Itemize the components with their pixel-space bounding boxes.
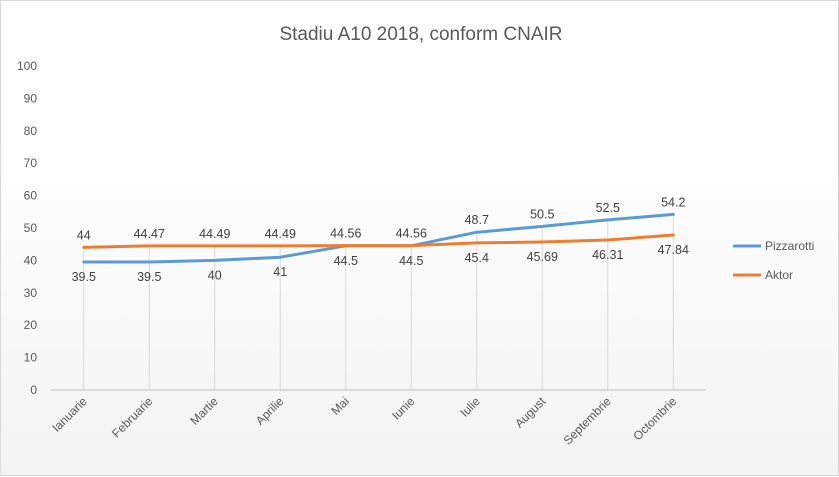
data-label-pizzarotti: 40	[208, 268, 222, 282]
legend: Pizzarotti Aktor	[733, 239, 814, 282]
data-label-aktor: 44.56	[330, 227, 361, 241]
data-label-aktor: 44.49	[199, 227, 230, 241]
y-tick-label: 70	[24, 156, 38, 170]
chart-title: Stadiu A10 2018, conform CNAIR	[279, 24, 562, 45]
y-tick-label: 30	[24, 286, 38, 300]
x-category-label: August	[512, 394, 549, 431]
data-label-pizzarotti: 44.5	[399, 254, 423, 268]
y-tick-label: 100	[17, 59, 37, 73]
data-label-aktor: 44.47	[134, 227, 165, 241]
y-tick-label: 90	[24, 91, 38, 105]
data-label-pizzarotti: 52.5	[596, 201, 620, 215]
x-category-label: Februarie	[109, 394, 155, 440]
drop-lines	[83, 214, 674, 390]
series-lines	[82, 212, 675, 264]
data-label-pizzarotti: 44.5	[334, 254, 358, 268]
legend-label-pizzarotti: Pizzarotti	[765, 239, 814, 253]
y-tick-label: 10	[24, 351, 38, 365]
data-label-aktor: 44.49	[265, 227, 296, 241]
x-axis-categories: Ianuarie Februarie Martie Aprilie Mai Iunie Iu…	[49, 394, 679, 448]
data-label-aktor: 45.69	[527, 250, 558, 264]
data-label-aktor: 44.56	[396, 227, 427, 241]
data-label-pizzarotti: 54.2	[661, 195, 685, 209]
series-line-aktor	[82, 233, 675, 249]
y-tick-label: 40	[24, 253, 38, 267]
data-label-pizzarotti: 50.5	[530, 207, 554, 221]
y-tick-label: 50	[24, 221, 38, 235]
y-tick-label: 0	[30, 383, 37, 397]
series-line-pizzarotti	[82, 212, 675, 264]
x-category-label: Septembrie	[561, 394, 615, 448]
y-axis-ticks: 0 10 20 30 40 50 60 70 80 90 100	[17, 59, 37, 397]
data-label-pizzarotti: 41	[273, 265, 287, 279]
legend-label-aktor: Aktor	[765, 268, 793, 282]
data-label-aktor: 46.31	[592, 248, 623, 262]
data-label-aktor: 44	[77, 228, 91, 242]
data-labels: 44 39.5 44.47 39.5 44.49 40 44.49 41 44.56 44.5 44…	[72, 195, 689, 284]
x-category-label: Martie	[187, 394, 221, 428]
data-label-aktor: 47.84	[658, 243, 689, 257]
x-category-label: Iulie	[457, 394, 483, 420]
x-category-label: Aprilie	[253, 394, 287, 428]
x-category-label: Octombrie	[630, 394, 679, 443]
y-tick-label: 80	[24, 124, 38, 138]
data-label-pizzarotti: 39.5	[72, 270, 96, 284]
data-label-pizzarotti: 48.7	[465, 213, 489, 227]
x-category-label: Ianuarie	[49, 394, 90, 435]
data-label-pizzarotti: 39.5	[137, 270, 161, 284]
x-category-label: Mai	[328, 394, 352, 418]
x-category-label: Iunie	[389, 394, 418, 423]
y-tick-label: 60	[24, 189, 38, 203]
data-label-aktor: 45.4	[465, 251, 489, 265]
y-tick-label: 20	[24, 318, 38, 332]
